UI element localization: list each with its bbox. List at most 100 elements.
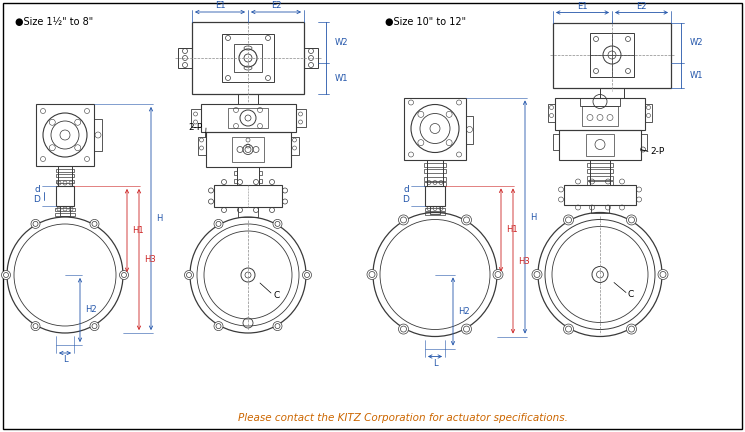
Bar	[427, 159, 443, 185]
Text: W1: W1	[335, 74, 349, 83]
Bar	[564, 184, 636, 204]
Bar	[58, 166, 72, 186]
Bar	[586, 133, 614, 156]
Text: H2: H2	[458, 307, 469, 316]
Text: 2-P: 2-P	[650, 147, 665, 156]
Circle shape	[90, 321, 99, 330]
Bar	[304, 48, 318, 68]
Circle shape	[563, 215, 574, 225]
Circle shape	[90, 219, 99, 229]
Circle shape	[273, 219, 282, 229]
Bar	[234, 179, 237, 183]
Text: H2: H2	[85, 305, 97, 314]
Bar	[404, 98, 466, 159]
Bar	[238, 207, 258, 217]
Bar	[228, 108, 268, 128]
Bar	[425, 212, 445, 215]
Bar	[430, 206, 440, 213]
Text: Please contact the KITZ Corporation for actuator specifications.: Please contact the KITZ Corporation for …	[238, 413, 568, 423]
Bar	[466, 115, 473, 143]
Text: E2: E2	[270, 1, 282, 10]
Bar	[94, 119, 102, 151]
Text: H3: H3	[144, 255, 156, 264]
Text: H1: H1	[132, 226, 144, 235]
Bar	[191, 109, 200, 127]
Bar	[206, 132, 291, 167]
Bar	[587, 175, 613, 180]
Circle shape	[563, 324, 574, 334]
Bar	[222, 34, 274, 82]
Text: C: C	[628, 290, 634, 299]
Circle shape	[493, 270, 503, 280]
Text: E1: E1	[577, 2, 588, 11]
Bar	[587, 181, 613, 184]
Text: d: d	[34, 185, 40, 194]
Bar	[192, 22, 304, 94]
Bar	[424, 168, 446, 172]
Bar	[296, 109, 305, 127]
Bar	[645, 104, 652, 121]
Circle shape	[214, 321, 223, 330]
Bar	[424, 181, 446, 185]
Bar	[590, 33, 634, 77]
Bar	[555, 98, 645, 130]
Circle shape	[399, 324, 408, 334]
Text: D: D	[402, 195, 410, 204]
Bar	[600, 88, 624, 98]
Bar	[291, 137, 299, 155]
Bar	[178, 48, 192, 68]
Bar	[259, 171, 262, 175]
Bar	[553, 133, 559, 149]
Bar	[56, 180, 74, 183]
Bar	[234, 44, 262, 72]
Bar	[232, 137, 264, 162]
Text: L: L	[63, 356, 67, 365]
Text: W1: W1	[690, 71, 703, 80]
Bar	[56, 169, 74, 172]
Text: D: D	[34, 196, 40, 204]
Bar	[56, 186, 74, 206]
Circle shape	[185, 270, 194, 280]
Bar	[36, 104, 94, 166]
Bar	[234, 171, 237, 175]
Text: E1: E1	[215, 1, 225, 10]
Bar	[425, 207, 445, 210]
Circle shape	[461, 215, 472, 225]
Bar	[587, 168, 613, 172]
Circle shape	[214, 219, 223, 229]
Bar	[590, 159, 610, 184]
Text: W2: W2	[690, 38, 703, 47]
Bar	[553, 22, 671, 88]
Bar	[55, 208, 75, 211]
Bar	[238, 94, 258, 104]
Circle shape	[367, 270, 377, 280]
Text: H: H	[156, 214, 162, 223]
Circle shape	[119, 270, 128, 280]
Bar	[559, 130, 641, 159]
Bar	[237, 167, 259, 185]
Bar	[214, 185, 282, 207]
Text: d: d	[403, 185, 409, 194]
Circle shape	[1, 270, 10, 280]
Bar	[424, 162, 446, 166]
Circle shape	[302, 270, 311, 280]
Bar	[56, 174, 74, 177]
Bar	[424, 177, 446, 181]
Circle shape	[273, 321, 282, 330]
Text: H1: H1	[506, 226, 518, 235]
Circle shape	[627, 324, 636, 334]
Text: ●Size 10" to 12": ●Size 10" to 12"	[385, 17, 466, 27]
Text: H: H	[530, 213, 536, 222]
Bar	[591, 204, 609, 213]
Text: W2: W2	[335, 38, 349, 47]
Text: H3: H3	[518, 257, 530, 266]
Bar	[582, 105, 618, 126]
Bar	[259, 179, 262, 183]
Circle shape	[532, 270, 542, 280]
Bar	[587, 162, 613, 166]
Bar	[548, 104, 555, 121]
Circle shape	[399, 215, 408, 225]
Bar	[580, 98, 620, 105]
Circle shape	[31, 219, 40, 229]
Text: E2: E2	[636, 2, 647, 11]
